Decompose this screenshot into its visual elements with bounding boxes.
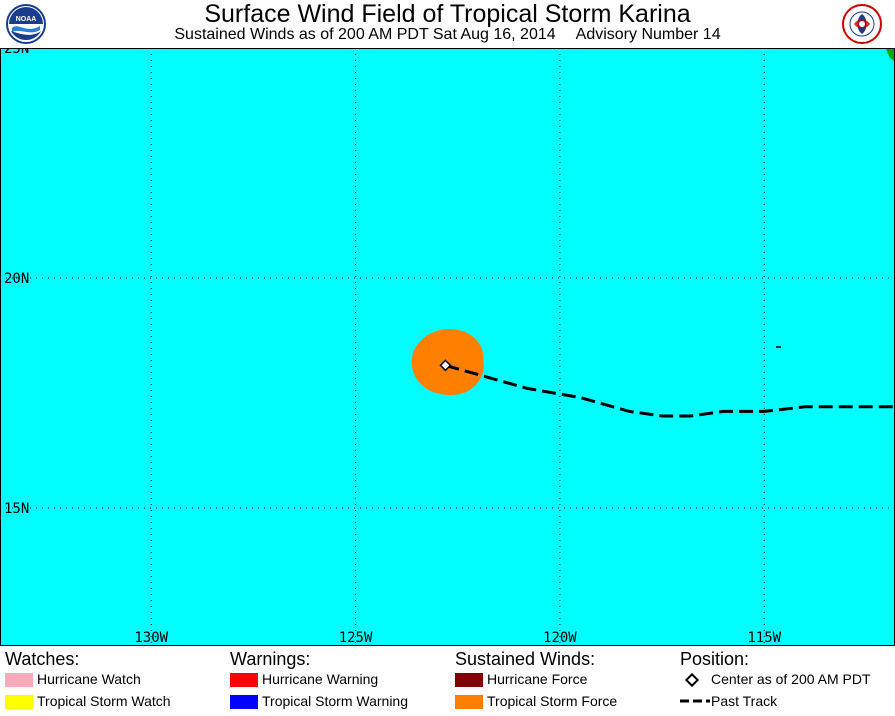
past-track-line-icon	[680, 699, 710, 703]
nws-logo-icon	[842, 4, 882, 44]
hurricane-watch-swatch	[5, 673, 33, 687]
longitude-label: 115W	[747, 630, 781, 646]
latitude-label: 15N	[4, 501, 29, 517]
position-heading: Position:	[680, 649, 750, 669]
hurricane-force-swatch	[455, 673, 483, 687]
warnings-heading: Warnings:	[230, 649, 311, 669]
latitude-label: 20N	[4, 271, 29, 287]
longitude-label: 125W	[339, 630, 373, 646]
tropical-storm-watch-label: Tropical Storm Watch	[37, 693, 171, 709]
past-track-line	[445, 363, 895, 418]
map-title: Surface Wind Field of Tropical Storm Kar…	[204, 0, 691, 28]
map-subtitle: Sustained Winds as of 200 AM PDT Sat Aug…	[0, 25, 895, 45]
noaa-logo-text: NOAA	[16, 16, 37, 23]
noaa-logo-icon: NOAA	[6, 4, 46, 44]
subtitle-timestamp: Sustained Winds as of 200 AM PDT Sat Aug…	[174, 26, 556, 43]
wind-field-map: 25N 20N 15N 130W 125W 120W 115W	[0, 48, 895, 646]
longitude-label: 120W	[543, 630, 577, 646]
longitude-label: 130W	[134, 630, 168, 646]
header: Surface Wind Field of Tropical Storm Kar…	[0, 0, 895, 48]
tropical-storm-force-label: Tropical Storm Force	[487, 693, 618, 709]
latitude-labels: 25N 20N 15N	[4, 48, 29, 517]
longitude-labels: 130W 125W 120W 115W	[134, 630, 781, 646]
legend: Watches: Hurricane Watch Tropical Storm …	[0, 646, 895, 716]
hurricane-force-label: Hurricane Force	[487, 671, 588, 687]
land-area	[886, 48, 895, 62]
tropical-storm-force-swatch	[455, 695, 483, 709]
tropical-storm-watch-swatch	[5, 695, 33, 709]
hurricane-warning-swatch	[230, 673, 258, 687]
storm-center-marker	[439, 359, 452, 372]
hurricane-warning-label: Hurricane Warning	[262, 671, 379, 687]
land-masses	[886, 48, 895, 62]
watches-heading: Watches:	[5, 649, 80, 669]
hurricane-watch-label: Hurricane Watch	[37, 671, 141, 687]
graticule	[0, 48, 895, 646]
past-track-label: Past Track	[711, 693, 778, 709]
center-diamond-icon	[685, 673, 699, 687]
tropical-storm-warning-label: Tropical Storm Warning	[262, 693, 409, 709]
subtitle-advisory: Advisory Number 14	[575, 26, 721, 43]
tropical-storm-warning-swatch	[230, 695, 258, 709]
latitude-label: 25N	[4, 48, 29, 57]
sustained-winds-heading: Sustained Winds:	[455, 649, 596, 669]
center-position-label: Center as of 200 AM PDT	[711, 671, 871, 687]
